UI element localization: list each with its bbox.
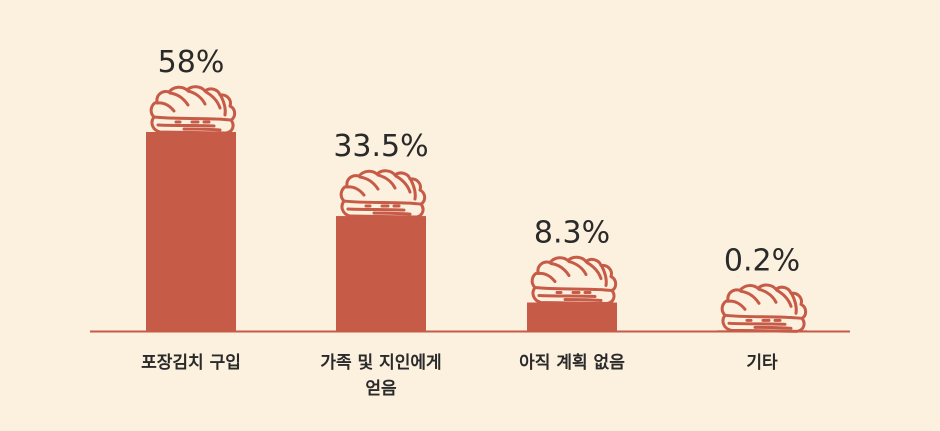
napa-cabbage-icon	[530, 255, 618, 306]
bar	[336, 216, 426, 331]
cabbage-ridge	[409, 178, 417, 201]
cabbage-stalk	[723, 313, 804, 320]
category-label: 얻음	[365, 378, 397, 399]
cabbage-stalk	[533, 286, 614, 293]
napa-cabbage-icon	[339, 169, 427, 219]
cabbage-ridge	[155, 101, 176, 113]
cabbage-ridge	[600, 265, 608, 288]
napa-cabbage-icon	[149, 85, 237, 135]
cabbage-ridge	[790, 292, 798, 315]
value-labels-group: 58% 33.5% 8.3% 0.2%	[158, 45, 800, 278]
cabbage-stalk	[342, 199, 423, 206]
cabbage-ridge	[726, 299, 747, 311]
category-label: 포장김치 구입	[141, 353, 241, 373]
value-label: 58%	[158, 45, 225, 80]
value-label: 0.2%	[724, 243, 800, 278]
cabbage-ridge	[585, 261, 603, 281]
cabbage-ridge	[775, 288, 793, 308]
cabbage-ridge	[358, 175, 380, 191]
bars-group	[146, 132, 807, 331]
cabbage-ridge	[376, 173, 397, 190]
cabbage-stalk	[152, 115, 233, 122]
cabbage-ridge	[549, 262, 571, 278]
cabbage-ridge	[567, 260, 588, 277]
cabbage-stalk	[182, 127, 222, 132]
cabbage-ridge	[168, 91, 190, 107]
category-label: 가족 및 지인에게	[320, 353, 441, 373]
bar	[527, 302, 617, 331]
cabbage-stalk	[753, 325, 793, 330]
cabbage-stalk	[346, 207, 406, 212]
cabbage-stalk	[372, 211, 412, 216]
napa-cabbage-icon	[720, 283, 808, 333]
value-label: 8.3%	[534, 216, 610, 251]
value-label: 33.5%	[333, 129, 428, 164]
cabbage-icons-group	[149, 85, 808, 333]
cabbage-stalk	[563, 298, 603, 303]
cabbage-ridge	[394, 174, 412, 194]
category-label: 기타	[746, 353, 778, 373]
cabbage-ridge	[345, 185, 366, 197]
cabbage-ridge	[739, 289, 761, 305]
cabbage-stalk	[537, 294, 597, 299]
cabbage-ridge	[536, 271, 557, 284]
cabbage-stalk	[727, 321, 787, 326]
cabbage-ridge	[186, 89, 207, 106]
cabbage-ridge	[757, 287, 778, 304]
cabbage-stalk	[156, 123, 216, 128]
bar	[146, 132, 236, 331]
category-label: 아직 계획 없음	[519, 353, 625, 373]
cabbage-ridge	[204, 90, 222, 110]
cabbage-ridge	[219, 94, 227, 117]
